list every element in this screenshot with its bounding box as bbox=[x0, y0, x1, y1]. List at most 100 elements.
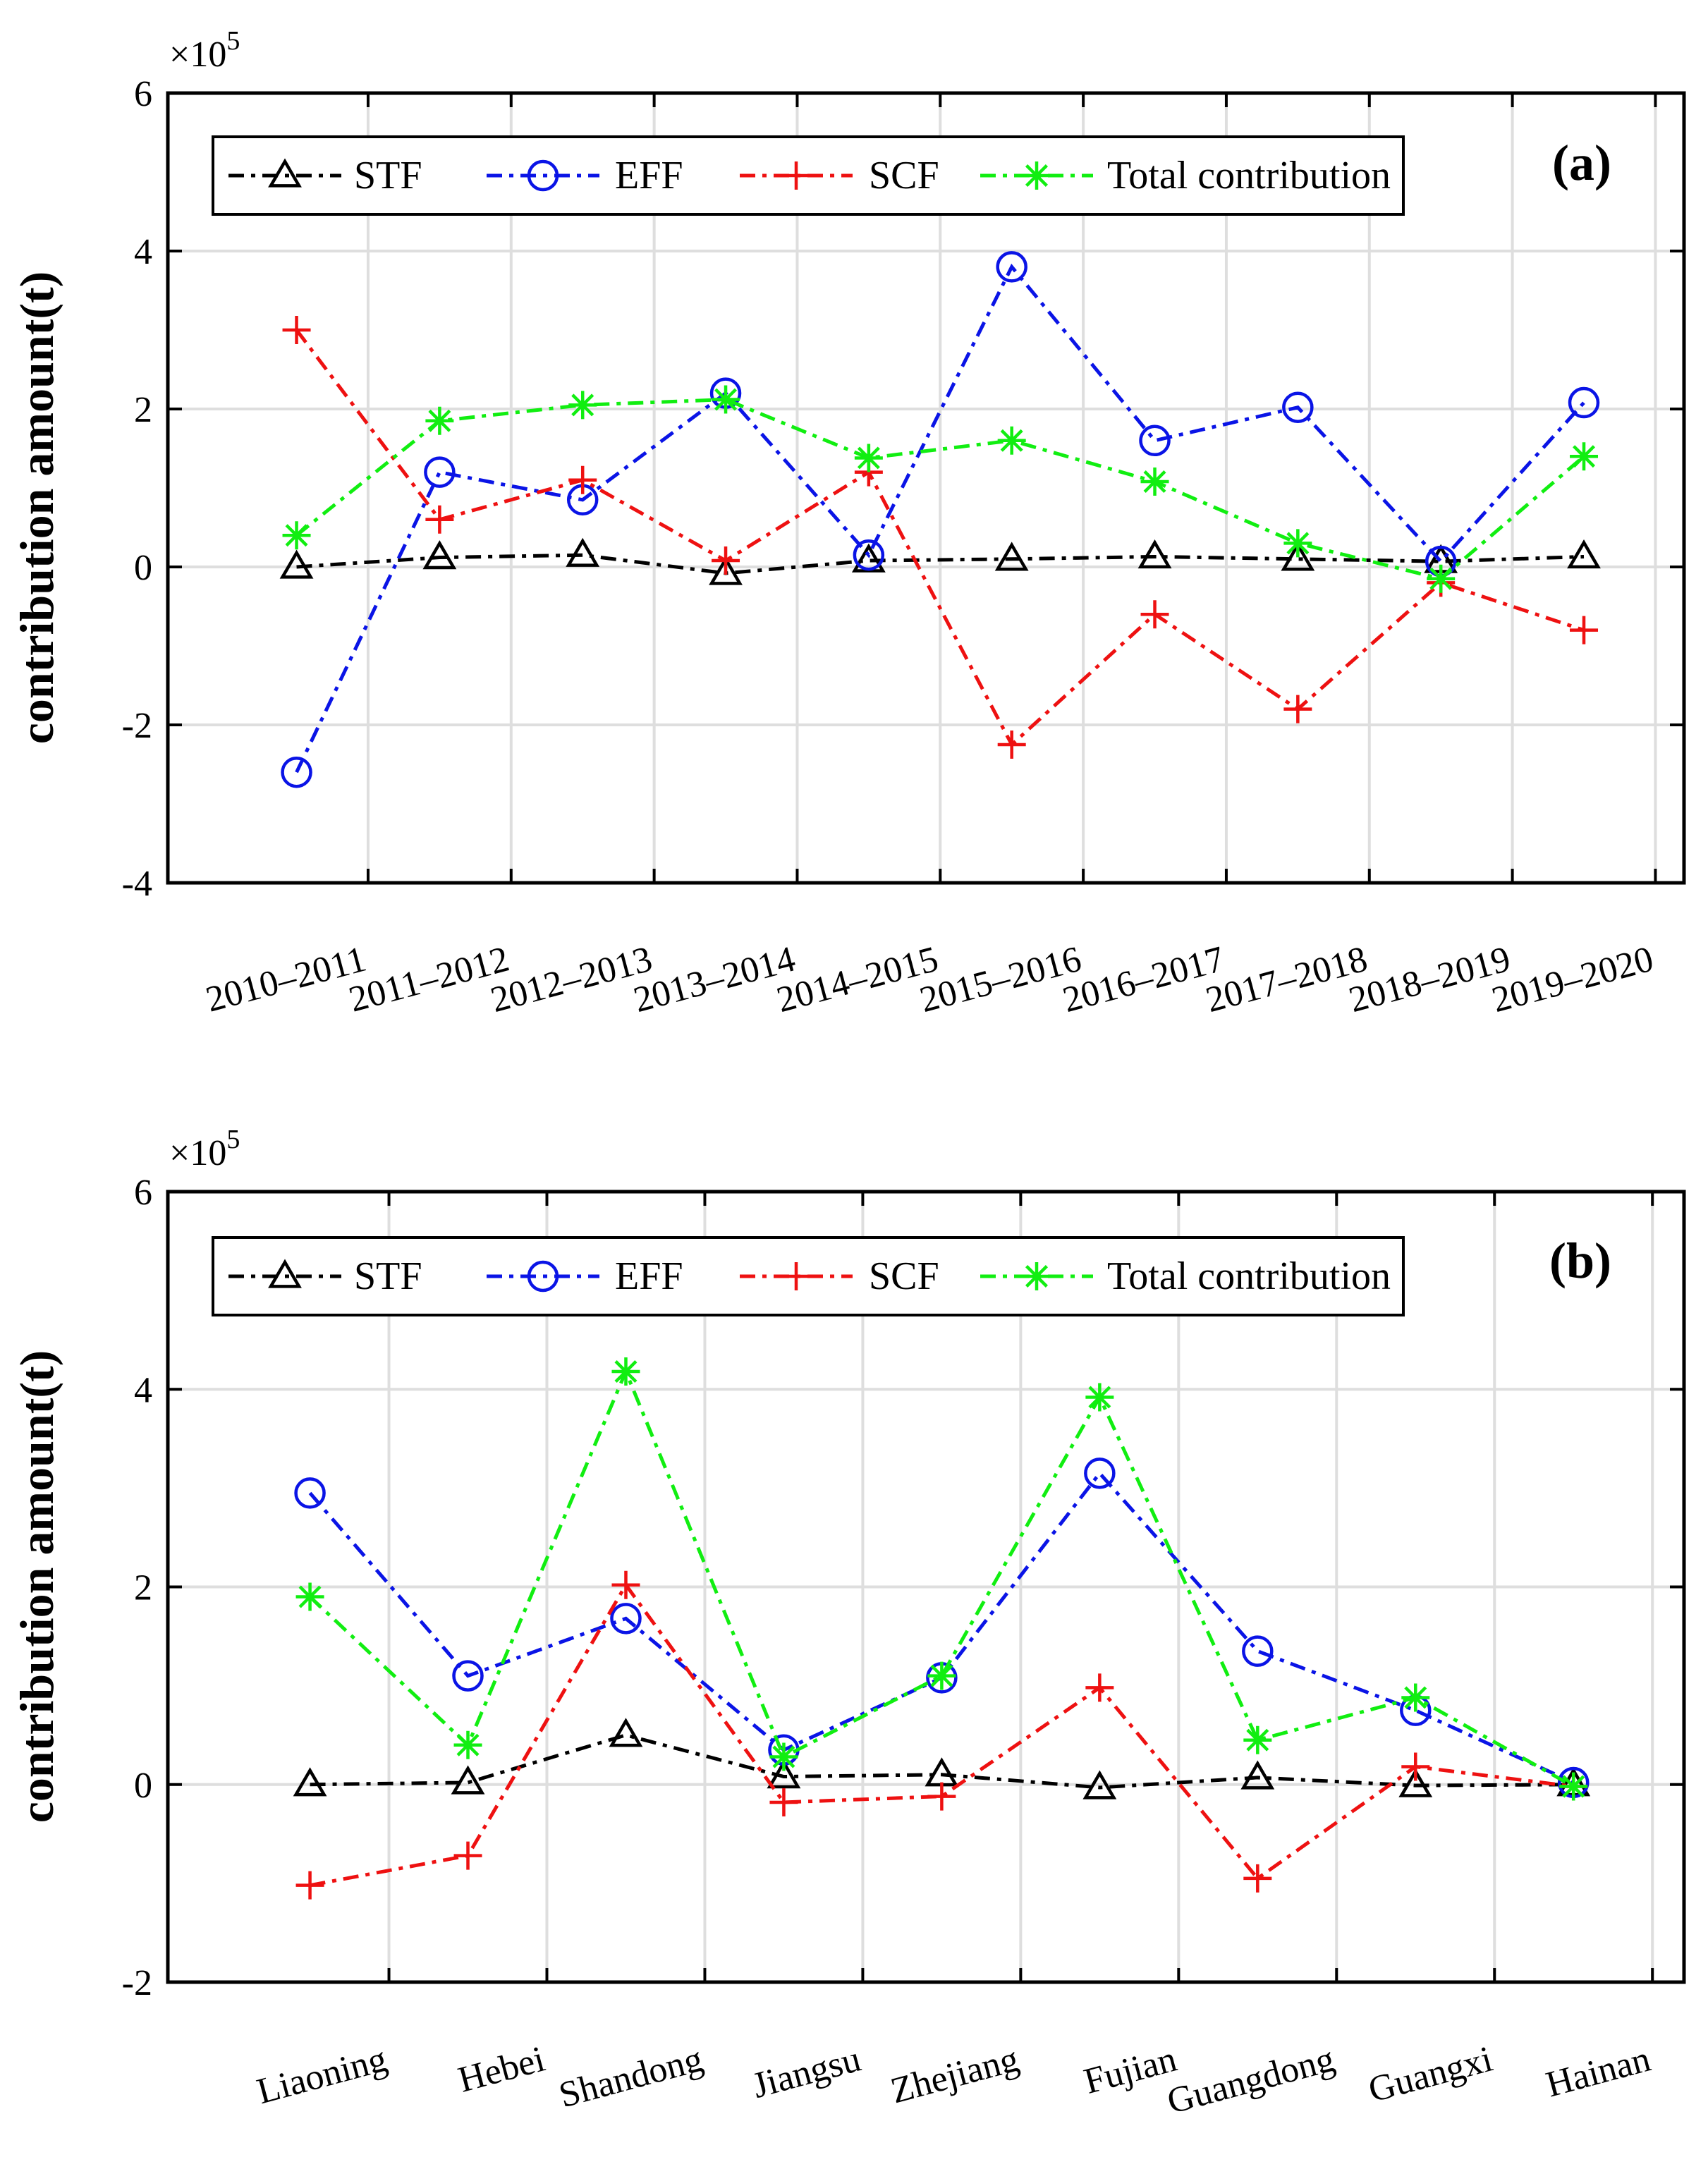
data-point-stf bbox=[293, 1767, 327, 1797]
series-scf bbox=[295, 1570, 1588, 1900]
y-tick-label: 2 bbox=[134, 390, 152, 430]
x-tick-label: 2017–2018 bbox=[1202, 939, 1372, 1021]
y-tick-label: -4 bbox=[122, 864, 152, 904]
data-point-scf bbox=[568, 465, 597, 494]
legend-marker-scf bbox=[782, 161, 810, 190]
y-tick-label: 4 bbox=[134, 232, 152, 272]
axis-exponent-label: ×105 bbox=[169, 26, 240, 75]
y-tick-label: -2 bbox=[122, 706, 152, 746]
data-point-eff bbox=[610, 1603, 642, 1634]
data-point-eff bbox=[1568, 386, 1600, 419]
data-point-scf bbox=[282, 316, 311, 344]
x-tick-label: 2011–2012 bbox=[345, 939, 513, 1020]
data-point-scf bbox=[712, 546, 740, 575]
legend: STF EFF SCF Total contribution bbox=[212, 1236, 1405, 1316]
panel-label: (b) bbox=[1549, 1233, 1611, 1289]
data-point-scf bbox=[453, 1841, 482, 1870]
axis-exponent-power: 5 bbox=[226, 26, 240, 56]
y-axis-label: contribution amount(t) bbox=[10, 271, 63, 745]
data-point-total bbox=[282, 521, 311, 550]
series-total bbox=[295, 1357, 1588, 1801]
data-point-stf bbox=[994, 542, 1029, 571]
legend-marker-scf bbox=[782, 1262, 810, 1290]
x-tick-label: Guangdong bbox=[1163, 2039, 1338, 2122]
data-point-scf bbox=[997, 731, 1026, 759]
legend-entry-total: Total contribution bbox=[980, 1254, 1391, 1298]
data-point-stf bbox=[709, 556, 743, 585]
data-point-stf bbox=[925, 1757, 959, 1787]
legend-label-total: Total contribution bbox=[1107, 154, 1391, 197]
legend-label-total: Total contribution bbox=[1107, 1254, 1391, 1298]
panel-b: -2 0 2 4 6 Liaoning Hebei Shandong Jiangsu Zhejia… bbox=[10, 1125, 1686, 2122]
series-stf bbox=[279, 537, 1601, 585]
x-tick-label: 2013–2014 bbox=[630, 939, 800, 1021]
data-point-total bbox=[854, 444, 883, 472]
series-line-stf bbox=[296, 553, 1585, 575]
data-point-stf bbox=[767, 1759, 801, 1789]
legend-label-stf: STF bbox=[354, 1254, 422, 1298]
y-tick-label: 0 bbox=[134, 1766, 152, 1806]
x-tick-label: 2012–2013 bbox=[487, 939, 657, 1021]
series-line-eff bbox=[295, 263, 1585, 774]
data-point-stf bbox=[1567, 539, 1601, 569]
y-tick-label: 4 bbox=[134, 1370, 152, 1410]
x-tick-label: Guangxi bbox=[1365, 2039, 1497, 2110]
data-point-stf bbox=[1137, 539, 1172, 569]
series-line-stf bbox=[310, 1733, 1574, 1790]
legend-entry-stf: STF bbox=[228, 154, 422, 197]
series-eff bbox=[294, 1458, 1590, 1799]
data-point-scf bbox=[425, 505, 454, 534]
legend-entry-eff: EFF bbox=[487, 154, 683, 197]
series-line-eff bbox=[308, 1470, 1575, 1785]
data-point-total bbox=[1085, 1383, 1114, 1412]
data-point-eff bbox=[996, 251, 1027, 283]
gridlines bbox=[168, 93, 1684, 883]
data-point-eff bbox=[1139, 424, 1171, 457]
y-axis-label: contribution amount(t) bbox=[10, 1350, 63, 1823]
data-point-total bbox=[425, 406, 454, 435]
series-line-scf bbox=[295, 329, 1585, 748]
data-point-total bbox=[997, 426, 1026, 455]
data-point-stf bbox=[1398, 1768, 1433, 1797]
legend-label-eff: EFF bbox=[615, 1254, 683, 1298]
data-point-total bbox=[712, 385, 740, 414]
legend-marker-total bbox=[1023, 161, 1051, 190]
panel-label: (a) bbox=[1552, 135, 1611, 191]
legend-entry-stf: STF bbox=[228, 1254, 422, 1298]
legend-entry-scf: SCF bbox=[740, 1254, 939, 1298]
panel-a: -4 -2 0 2 4 6 2010–20112011–20122012–20132013–… bbox=[10, 26, 1686, 1021]
data-point-scf bbox=[1570, 616, 1599, 644]
x-tick-label: 2018–2019 bbox=[1345, 939, 1515, 1021]
data-point-total bbox=[769, 1742, 798, 1771]
x-tick-label: Hainan bbox=[1542, 2039, 1655, 2106]
legend-label-eff: EFF bbox=[615, 154, 683, 197]
series-total bbox=[282, 385, 1599, 593]
legend-entry-scf: SCF bbox=[740, 154, 939, 197]
x-tick-label: Shandong bbox=[555, 2039, 707, 2116]
y-tick-label: 2 bbox=[134, 1568, 152, 1608]
data-point-stf bbox=[1082, 1770, 1117, 1799]
x-tick-label: Hebei bbox=[454, 2039, 549, 2101]
data-point-eff bbox=[1084, 1458, 1116, 1489]
x-tick-label: 2015–2016 bbox=[915, 939, 1085, 1021]
y-tick-label: 6 bbox=[134, 74, 152, 114]
legend: STF EFF SCF Total contribution bbox=[212, 135, 1405, 216]
y-tick-label: -2 bbox=[122, 1963, 152, 2003]
plot-frame bbox=[166, 91, 1686, 885]
y-tick-label: 6 bbox=[134, 1173, 152, 1213]
data-point-total bbox=[1401, 1683, 1430, 1712]
data-point-stf bbox=[451, 1765, 485, 1795]
data-point-eff bbox=[1282, 391, 1314, 424]
data-point-stf bbox=[1281, 542, 1315, 571]
data-point-scf bbox=[1283, 695, 1312, 723]
data-point-stf bbox=[279, 549, 314, 579]
data-point-stf bbox=[1240, 1760, 1275, 1790]
data-point-stf bbox=[422, 540, 457, 570]
data-point-total bbox=[1283, 529, 1312, 558]
x-tick-label: 2010–2011 bbox=[202, 939, 370, 1020]
legend-entry-eff: EFF bbox=[487, 1254, 683, 1298]
gridlines bbox=[168, 1192, 1684, 1982]
data-point-stf bbox=[609, 1718, 643, 1747]
x-tick-label: Zhejiang bbox=[886, 2039, 1023, 2112]
